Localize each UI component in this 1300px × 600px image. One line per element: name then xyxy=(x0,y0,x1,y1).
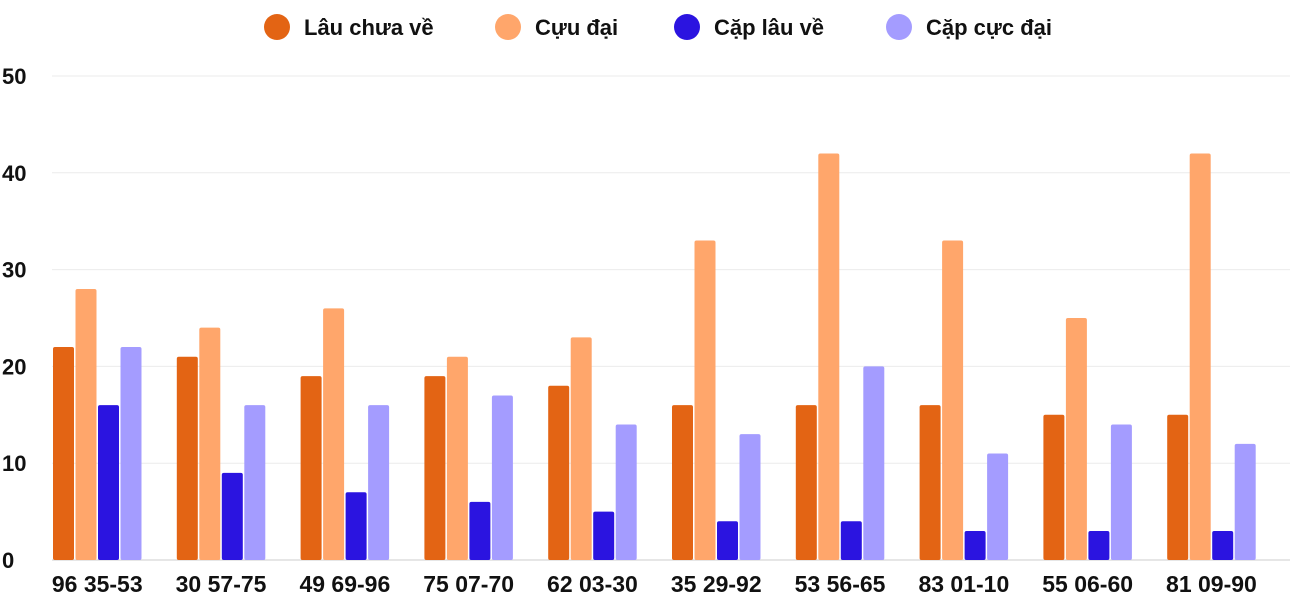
y-tick-label: 10 xyxy=(2,451,26,476)
bar-1-3 xyxy=(446,356,468,560)
legend-label: Cựu đại xyxy=(535,15,618,40)
y-tick-label: 0 xyxy=(2,548,14,573)
legend-label: Cặp lâu về xyxy=(714,15,824,40)
bar-1-7 xyxy=(942,240,964,560)
bar-0-5 xyxy=(672,405,693,560)
x-tick-label: 96 35-53 xyxy=(52,571,143,597)
legend-marker-0 xyxy=(264,14,290,40)
legend-marker-1 xyxy=(495,14,521,40)
bar-0-7 xyxy=(919,405,941,560)
bar-0-8 xyxy=(1043,414,1065,560)
bar-3-8 xyxy=(1110,424,1132,560)
bar-1-0 xyxy=(75,288,97,560)
bar-3-0 xyxy=(120,347,142,560)
bar-0-4 xyxy=(548,385,570,560)
bar-1-2 xyxy=(323,308,345,560)
y-tick-label: 30 xyxy=(2,258,26,283)
bar-3-2 xyxy=(368,405,390,560)
x-tick-label: 49 69-96 xyxy=(299,571,390,597)
bar-3-9 xyxy=(1234,443,1256,560)
bar-1-8 xyxy=(1065,318,1087,560)
x-tick-label: 30 57-75 xyxy=(176,571,267,597)
bar-2-7 xyxy=(964,530,986,560)
bar-1-5 xyxy=(694,240,716,560)
y-tick-label: 20 xyxy=(2,354,26,379)
bar-0-3 xyxy=(424,376,446,560)
bar-3-4 xyxy=(615,424,637,560)
bar-1-6 xyxy=(818,153,840,560)
x-tick-label: 62 03-30 xyxy=(547,571,638,597)
y-tick-label: 40 xyxy=(2,161,26,186)
bar-1-9 xyxy=(1189,153,1211,560)
bar-2-9 xyxy=(1212,530,1234,560)
bar-2-4 xyxy=(593,511,615,560)
bar-1-1 xyxy=(199,327,221,560)
bar-0-2 xyxy=(300,376,322,560)
bar-3-7 xyxy=(987,453,1009,560)
bar-0-0 xyxy=(53,347,74,560)
x-tick-label: 83 01-10 xyxy=(918,571,1009,597)
bar-3-3 xyxy=(491,395,513,560)
x-tick-label: 81 09-90 xyxy=(1166,571,1257,597)
bar-2-3 xyxy=(469,501,491,560)
bar-3-5 xyxy=(739,434,761,560)
x-tick-label: 53 56-65 xyxy=(795,571,886,597)
bar-0-9 xyxy=(1167,414,1189,560)
x-tick-label: 35 29-92 xyxy=(671,571,762,597)
bar-1-4 xyxy=(570,337,592,560)
bar-2-6 xyxy=(840,521,862,560)
legend-marker-2 xyxy=(674,14,700,40)
x-tick-label: 55 06-60 xyxy=(1042,571,1133,597)
bar-2-5 xyxy=(717,521,738,560)
bar-2-2 xyxy=(345,492,367,560)
x-tick-label: 75 07-70 xyxy=(423,571,514,597)
bar-0-6 xyxy=(795,405,817,560)
legend-marker-3 xyxy=(886,14,912,40)
bar-2-8 xyxy=(1088,530,1110,560)
y-tick-label: 50 xyxy=(2,64,26,89)
legend-label: Lâu chưa về xyxy=(304,15,434,40)
bar-0-1 xyxy=(176,356,198,560)
bar-3-1 xyxy=(244,405,266,560)
bar-2-0 xyxy=(98,405,119,560)
bar-2-1 xyxy=(221,472,243,560)
bar-3-6 xyxy=(863,366,885,560)
legend-label: Cặp cực đại xyxy=(926,15,1052,40)
